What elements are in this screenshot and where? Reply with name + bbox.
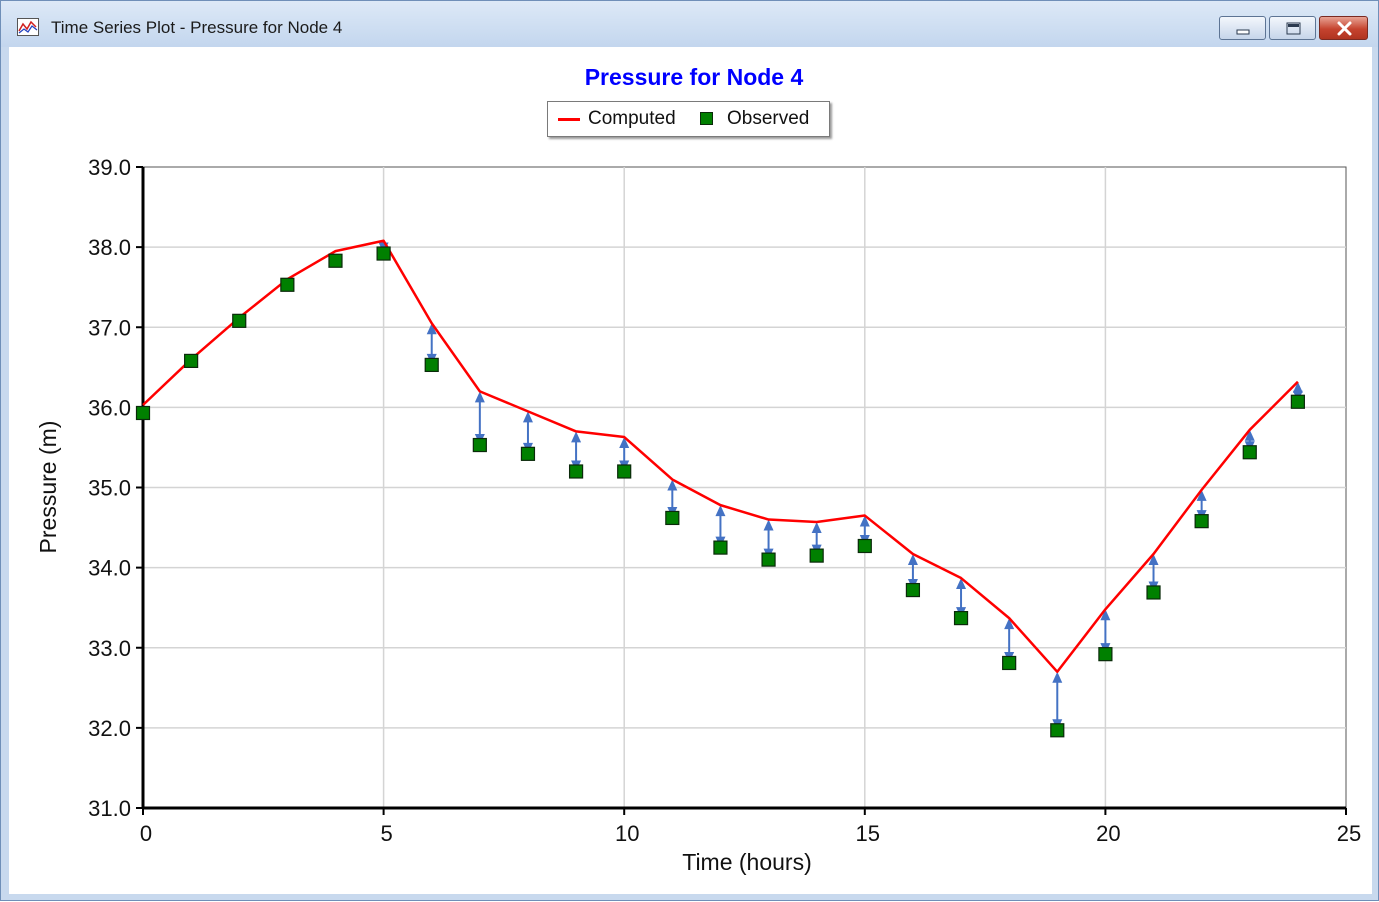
observed-point: [1146, 585, 1161, 600]
x-tick-label: 10: [615, 821, 639, 846]
x-tick-label: 0: [140, 821, 152, 846]
title-bar[interactable]: Time Series Plot - Pressure for Node 4: [1, 1, 1378, 47]
close-button[interactable]: [1319, 16, 1368, 40]
observed-point: [809, 548, 824, 563]
legend-observed-label: Observed: [727, 108, 810, 129]
observed-point: [953, 611, 969, 626]
error-arrow-head-up: [811, 521, 822, 533]
observed-point: [1290, 394, 1305, 409]
error-arrow-head-up: [474, 391, 485, 403]
observed-point: [761, 552, 776, 567]
observed-point: [280, 277, 295, 292]
y-tick-label: 36.0: [88, 395, 131, 420]
observed-point: [1002, 655, 1017, 671]
observed-point: [617, 464, 632, 479]
error-arrow-head-up: [1244, 429, 1255, 441]
error-arrow-head-up: [522, 411, 533, 423]
observed-point: [424, 357, 439, 373]
error-arrow-head-up: [1292, 381, 1303, 393]
observed-point: [857, 538, 872, 554]
error-arrow-head-up: [859, 515, 870, 527]
x-tick-label: 20: [1096, 821, 1120, 846]
minimize-icon: [1236, 29, 1250, 35]
computed-series-line: [142, 239, 1299, 674]
error-arrow-head-up: [1148, 554, 1159, 566]
y-tick-label: 38.0: [88, 235, 131, 260]
observed-point: [665, 510, 680, 526]
error-arrow-head-up: [426, 323, 437, 335]
x-tick-label: 25: [1337, 821, 1361, 846]
error-arrow-head-up: [763, 519, 774, 531]
y-tick-label: 35.0: [88, 476, 131, 501]
error-arrow-head-up: [571, 431, 582, 443]
observed-point: [713, 540, 728, 555]
x-tick-label: 15: [856, 821, 880, 846]
y-tick-label: 34.0: [88, 556, 131, 581]
error-arrow-head-up: [1100, 609, 1111, 621]
legend-computed-swatch: [558, 118, 580, 121]
y-tick-label: 37.0: [88, 315, 131, 340]
chart-legend: Computed Observed: [547, 101, 830, 137]
observed-point: [568, 464, 584, 479]
y-tick-label: 31.0: [88, 796, 131, 821]
observed-point: [135, 405, 151, 421]
x-axis-label: Time (hours): [682, 849, 812, 875]
y-axis-label: Pressure (m): [35, 421, 61, 554]
minimize-button[interactable]: [1219, 16, 1266, 40]
legend-computed-label: Computed: [588, 108, 676, 129]
chart-icon: [17, 18, 39, 36]
close-icon: [1337, 21, 1352, 36]
error-arrow-head-up: [667, 479, 678, 491]
observed-point: [1194, 514, 1209, 529]
y-tick-label: 39.0: [88, 155, 131, 180]
observed-point: [905, 582, 921, 598]
y-tick-label: 32.0: [88, 716, 131, 741]
error-arrow-head-up: [619, 437, 630, 449]
error-arrow-head-up: [1004, 618, 1015, 630]
legend-observed-swatch: [700, 112, 713, 125]
error-arrow-head-up: [1052, 671, 1063, 683]
observed-point: [232, 313, 247, 328]
error-arrow-head-up: [1196, 489, 1207, 501]
observed-point: [1050, 723, 1065, 738]
error-arrow-head-up: [907, 554, 918, 566]
observed-point: [184, 353, 199, 369]
observed-point: [328, 253, 343, 268]
observed-point: [472, 437, 487, 453]
observed-point: [376, 246, 391, 261]
observed-point: [1098, 647, 1113, 662]
maximize-button[interactable]: [1269, 16, 1316, 40]
chart-title: Pressure for Node 4: [585, 64, 804, 90]
x-tick-label: 5: [380, 821, 392, 846]
maximize-icon: [1286, 22, 1301, 35]
error-arrow-head-up: [715, 505, 726, 517]
window-title: Time Series Plot - Pressure for Node 4: [51, 18, 343, 37]
observed-point: [1242, 445, 1257, 460]
error-arrow-head-up: [956, 578, 967, 590]
observed-point: [520, 446, 536, 461]
y-tick-label: 33.0: [88, 636, 131, 661]
